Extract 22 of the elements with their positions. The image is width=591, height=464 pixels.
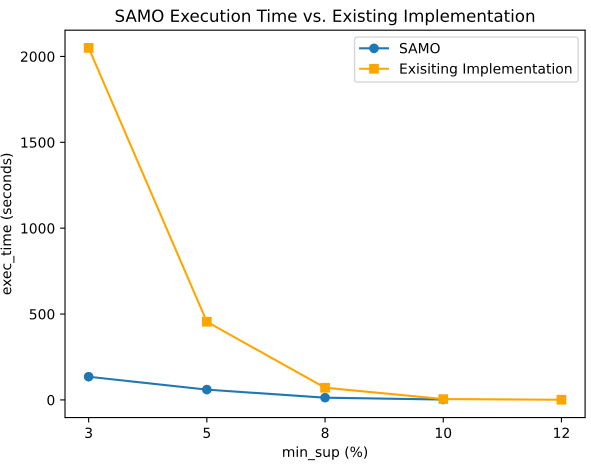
x-tick-label: 12 [554, 428, 569, 438]
point [84, 372, 94, 382]
x-tick-label: 8 [322, 428, 329, 438]
y-tick-label: 1500 [21, 137, 54, 148]
y-tick-label: 2000 [20, 51, 54, 62]
x-tick-label: 10 [436, 428, 452, 438]
point [320, 392, 330, 403]
point [202, 316, 212, 327]
y-axis-title: exec_time (seconds) [0, 154, 14, 294]
point [556, 394, 566, 405]
x-axis-title: min_sup (%) [283, 446, 368, 460]
y-tick-label: 500 [30, 309, 54, 320]
y-tick-label: 1000 [21, 223, 54, 234]
point [84, 42, 94, 53]
x-tick-label: 5 [204, 428, 210, 438]
chart-title: SAMO Execution Time vs. Existing Implementation [116, 9, 534, 26]
point [202, 384, 212, 394]
legend-label: SAMO [400, 42, 440, 54]
point [320, 382, 330, 393]
y-tick-label: 0 [47, 394, 54, 406]
legend-label: Exisiting Implementation [400, 63, 572, 76]
x-tick-label: 3 [85, 428, 92, 438]
